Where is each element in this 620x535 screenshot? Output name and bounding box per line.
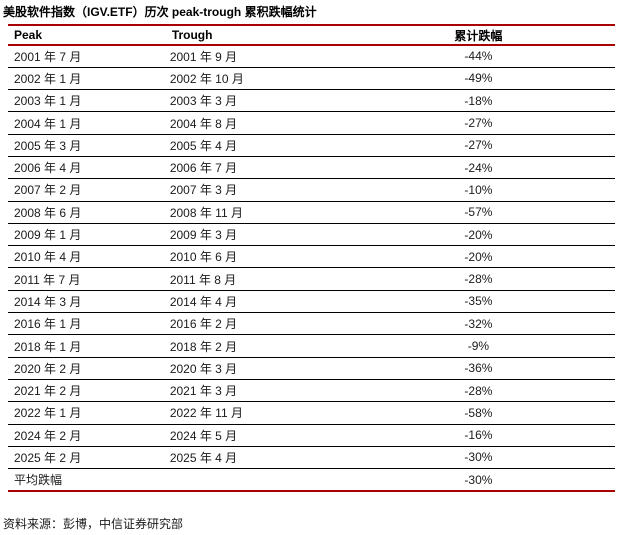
drawdown-cell: -30% — [341, 446, 615, 470]
peak-cell: 2020 年 2 月 — [8, 357, 166, 380]
trough-cell: 2021 年 3 月 — [165, 379, 342, 403]
table-row: 2003 年 1 月 2003 年 3 月 -18% — [8, 89, 615, 113]
peak-cell: 2002 年 1 月 — [8, 67, 166, 91]
trough-cell: 2020 年 3 月 — [165, 357, 342, 380]
drawdown-cell: -18% — [341, 89, 615, 113]
column-header-trough: Trough — [165, 25, 342, 46]
table-row: 2025 年 2 月 2025 年 4 月 -30% — [8, 446, 615, 470]
table-row: 2008 年 6 月 2008 年 11 月 -57% — [8, 201, 615, 224]
table-row: 2007 年 2 月 2007 年 3 月 -10% — [8, 178, 615, 202]
peak-cell: 2024 年 2 月 — [8, 424, 166, 447]
peak-cell: 2018 年 1 月 — [8, 334, 166, 358]
summary-row: 平均跌幅 -30% — [8, 468, 615, 492]
peak-cell: 2010 年 4 月 — [8, 245, 166, 269]
trough-cell: 2022 年 11 月 — [165, 401, 342, 425]
trough-cell: 2024 年 5 月 — [165, 424, 342, 447]
peak-cell: 2007 年 2 月 — [8, 178, 166, 202]
drawdown-cell: -35% — [341, 290, 615, 314]
peak-cell: 2004 年 1 月 — [8, 111, 166, 135]
trough-cell: 2018 年 2 月 — [165, 334, 342, 358]
table-row: 2002 年 1 月 2002 年 10 月 -49% — [8, 67, 615, 91]
trough-cell: 2006 年 7 月 — [165, 156, 342, 180]
table-row: 2016 年 1 月 2016 年 2 月 -32% — [8, 312, 615, 336]
drawdown-cell: -20% — [341, 223, 615, 247]
trough-cell: 2025 年 4 月 — [165, 446, 342, 470]
trough-cell: 2007 年 3 月 — [165, 178, 342, 202]
peak-cell: 2021 年 2 月 — [8, 379, 166, 403]
drawdown-cell: -28% — [341, 267, 615, 291]
column-header-drawdown: 累计跌幅 — [341, 25, 615, 46]
trough-cell: 2016 年 2 月 — [165, 312, 342, 336]
drawdown-cell: -16% — [341, 424, 615, 447]
drawdown-cell: -58% — [341, 401, 615, 425]
trough-cell: 2004 年 8 月 — [165, 111, 342, 135]
drawdown-cell: -27% — [341, 111, 615, 135]
drawdown-cell: -9% — [341, 334, 615, 358]
peak-cell: 2003 年 1 月 — [8, 89, 166, 113]
table-row: 2006 年 4 月 2006 年 7 月 -24% — [8, 156, 615, 180]
drawdown-cell: -28% — [341, 379, 615, 403]
table-row: 2021 年 2 月 2021 年 3 月 -28% — [8, 379, 615, 403]
trough-cell: 2009 年 3 月 — [165, 223, 342, 247]
trough-cell: 2002 年 10 月 — [165, 67, 342, 91]
trough-cell — [165, 468, 342, 492]
trough-cell: 2008 年 11 月 — [165, 201, 342, 224]
drawdown-cell: -49% — [341, 67, 615, 91]
peak-cell: 2009 年 1 月 — [8, 223, 166, 247]
trough-cell: 2011 年 8 月 — [165, 267, 342, 291]
trough-cell: 2010 年 6 月 — [165, 245, 342, 269]
drawdown-cell: -30% — [341, 468, 615, 492]
table-row: 2011 年 7 月 2011 年 8 月 -28% — [8, 267, 615, 291]
peak-cell: 2011 年 7 月 — [8, 267, 166, 291]
drawdown-cell: -57% — [341, 201, 615, 224]
table-row: 2010 年 4 月 2010 年 6 月 -20% — [8, 245, 615, 269]
table-body: 2001 年 7 月 2001 年 9 月 -44% 2002 年 1 月 20… — [8, 45, 615, 492]
peak-cell: 2005 年 3 月 — [8, 134, 166, 157]
drawdown-cell: -32% — [341, 312, 615, 336]
peak-cell: 2016 年 1 月 — [8, 312, 166, 336]
peak-cell: 2025 年 2 月 — [8, 446, 166, 470]
table-container: Peak Trough 累计跌幅 2001 年 7 月 2001 年 9 月 -… — [8, 24, 615, 492]
table-row: 2001 年 7 月 2001 年 9 月 -44% — [8, 45, 615, 68]
peak-cell: 2008 年 6 月 — [8, 201, 166, 224]
trough-cell: 2005 年 4 月 — [165, 134, 342, 157]
peak-cell: 2014 年 3 月 — [8, 290, 166, 314]
drawdown-cell: -20% — [341, 245, 615, 269]
peak-cell: 2006 年 4 月 — [8, 156, 166, 180]
table-row: 2024 年 2 月 2024 年 5 月 -16% — [8, 424, 615, 447]
table-row: 2022 年 1 月 2022 年 11 月 -58% — [8, 401, 615, 425]
column-header-peak: Peak — [8, 25, 166, 46]
drawdown-cell: -44% — [341, 45, 615, 68]
table-row: 2009 年 1 月 2009 年 3 月 -20% — [8, 223, 615, 247]
peak-cell: 2022 年 1 月 — [8, 401, 166, 425]
source-note: 资料来源：彭博，中信证券研究部 — [3, 517, 184, 531]
trough-cell: 2014 年 4 月 — [165, 290, 342, 314]
table-row: 2020 年 2 月 2020 年 3 月 -36% — [8, 357, 615, 380]
trough-cell: 2001 年 9 月 — [165, 45, 342, 68]
trough-cell: 2003 年 3 月 — [165, 89, 342, 113]
drawdown-cell: -27% — [341, 134, 615, 157]
drawdown-cell: -10% — [341, 178, 615, 202]
drawdown-cell: -36% — [341, 357, 615, 380]
peak-trough-table: Peak Trough 累计跌幅 2001 年 7 月 2001 年 9 月 -… — [8, 24, 615, 492]
table-row: 2014 年 3 月 2014 年 4 月 -35% — [8, 290, 615, 314]
table-title: 美股软件指数（IGV.ETF）历次 peak-trough 累积跌幅统计 — [3, 5, 317, 19]
header-row: Peak Trough 累计跌幅 — [8, 25, 615, 46]
drawdown-cell: -24% — [341, 156, 615, 180]
table-row: 2018 年 1 月 2018 年 2 月 -9% — [8, 334, 615, 358]
table-row: 2005 年 3 月 2005 年 4 月 -27% — [8, 134, 615, 157]
table-row: 2004 年 1 月 2004 年 8 月 -27% — [8, 111, 615, 135]
peak-cell: 2001 年 7 月 — [8, 45, 166, 68]
peak-cell: 平均跌幅 — [8, 468, 166, 492]
